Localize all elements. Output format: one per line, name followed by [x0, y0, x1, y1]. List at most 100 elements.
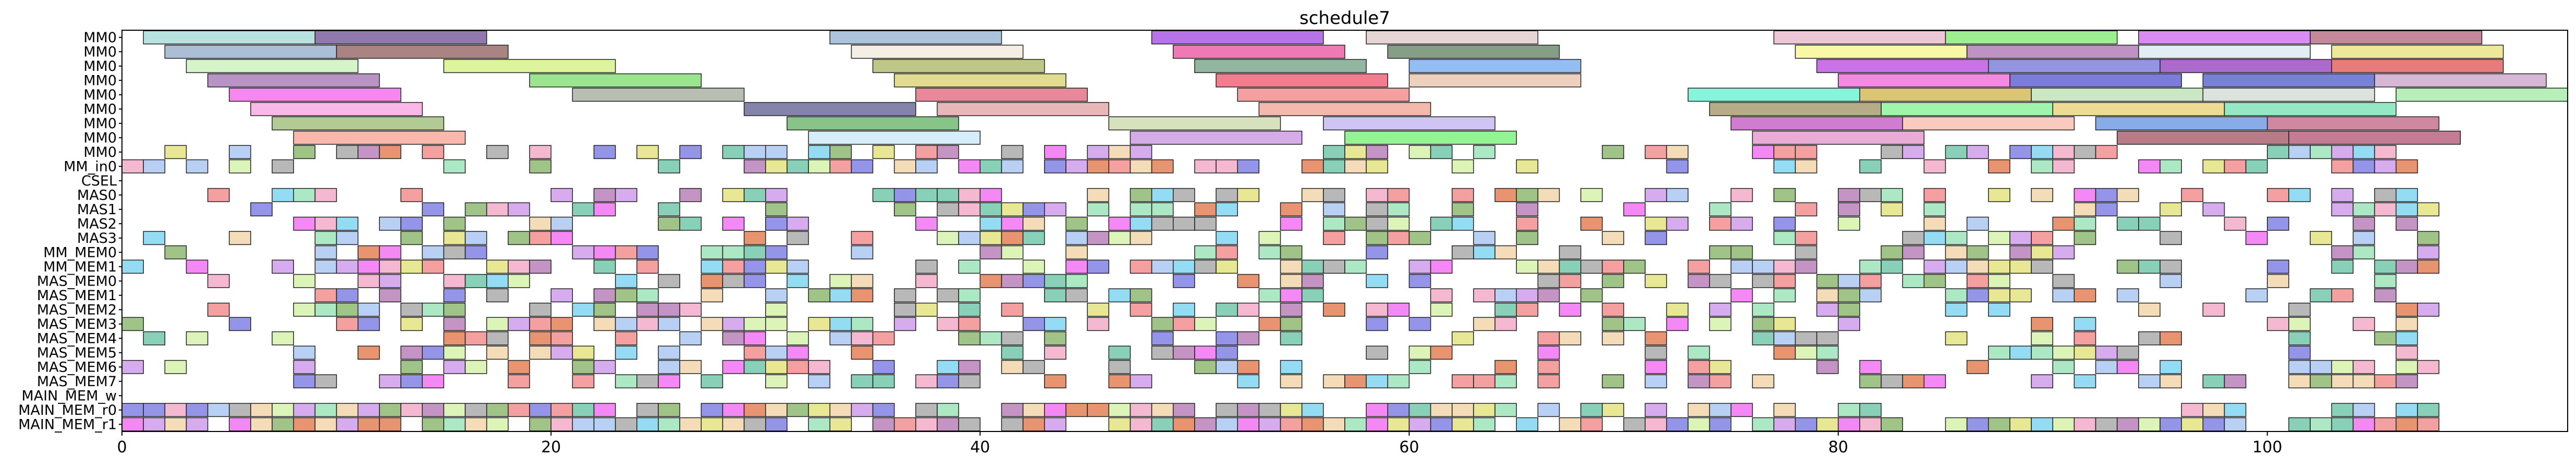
task-bar-r17-18	[508, 274, 530, 288]
task-bar-r15-27	[701, 245, 723, 260]
task-bar-r2-0	[186, 59, 359, 73]
task-bar-r21-26	[679, 331, 702, 345]
task-bar-r14-78	[1795, 231, 1818, 245]
task-bar-r18-93	[2116, 288, 2139, 303]
task-bar-r12-104	[2352, 202, 2375, 217]
task-bar-r2-4	[1408, 59, 1581, 73]
task-bar-r24-84	[1923, 374, 1946, 389]
task-bar-r14-44	[1065, 231, 1088, 245]
task-bar-r24-73	[1687, 374, 1710, 389]
task-bar-r21-39	[958, 331, 981, 345]
task-bar-r20-24	[636, 317, 659, 331]
row-label: MAS_MEM3	[37, 316, 117, 332]
task-bar-r9-94	[2138, 159, 2161, 174]
task-bar-r16-60	[1408, 260, 1431, 274]
task-bar-r19-47	[1130, 302, 1152, 317]
task-bar-r11-7	[272, 188, 295, 202]
task-bar-r19-51	[1216, 302, 1238, 317]
task-bar-r14-13	[400, 231, 423, 245]
task-bar-r17-69	[1602, 274, 1624, 288]
task-bar-r24-54	[1280, 374, 1303, 389]
task-bar-r16-51	[1216, 260, 1238, 274]
task-bar-r18-90	[2052, 288, 2075, 303]
task-bar-r24-37	[915, 374, 938, 389]
task-bar-r26-22	[593, 403, 616, 417]
row-label: MAS0	[77, 187, 117, 203]
task-bar-r24-101	[2288, 374, 2311, 389]
task-bar-r24-38	[937, 374, 959, 389]
task-bar-r13-19	[529, 216, 551, 231]
task-bar-r19-54	[1280, 302, 1303, 317]
task-bar-r27-5	[229, 417, 251, 431]
task-bar-r18-33	[829, 288, 852, 303]
task-bar-r27-91	[2074, 417, 2096, 431]
task-bar-r8-41	[1001, 145, 1024, 159]
task-bar-r22-88	[2009, 345, 2032, 360]
task-bar-r8-17	[486, 145, 509, 159]
task-bar-r27-81	[1859, 417, 1882, 431]
task-bar-r23-13	[400, 360, 423, 374]
task-bar-r3-3	[1216, 73, 1389, 88]
task-bar-r13-10	[336, 216, 359, 231]
task-bar-r24-105	[2374, 374, 2397, 389]
task-bar-r21-66	[1537, 331, 1560, 345]
task-bar-r22-11	[357, 345, 380, 360]
task-bar-r15-64	[1494, 245, 1517, 260]
task-bar-r16-10	[336, 260, 359, 274]
task-bar-r17-4	[207, 274, 230, 288]
task-bar-r11-68	[1580, 188, 1603, 202]
task-bar-r19-56	[1323, 302, 1345, 317]
task-bar-r20-70	[1623, 317, 1646, 331]
task-bar-r12-38	[937, 202, 959, 217]
task-bar-r11-47	[1130, 188, 1152, 202]
task-bar-r18-81	[1859, 288, 1882, 303]
task-bar-r12-30	[765, 202, 788, 217]
task-bar-r11-92	[2095, 188, 2118, 202]
task-bar-r21-31	[787, 331, 809, 345]
task-bar-r20-34	[851, 317, 874, 331]
task-bar-r14-1	[143, 231, 166, 245]
task-bar-r8-104	[2352, 145, 2375, 159]
task-bar-r8-28	[722, 145, 745, 159]
task-bar-r27-57	[1344, 417, 1367, 431]
task-bar-r14-59	[1387, 231, 1410, 245]
task-bar-r20-17	[486, 317, 509, 331]
task-bar-r27-11	[357, 417, 380, 431]
task-bar-r8-11	[357, 145, 380, 159]
task-bar-r22-49	[1172, 345, 1195, 360]
task-bar-r20-42	[1022, 317, 1045, 331]
task-bar-r26-61	[1430, 403, 1453, 417]
task-bar-r18-22	[593, 288, 616, 303]
task-bar-r24-89	[2031, 374, 2053, 389]
task-bar-r8-29	[743, 145, 766, 159]
task-bar-r18-91	[2074, 288, 2096, 303]
task-bar-r27-29	[743, 417, 766, 431]
task-bar-r22-19	[529, 345, 551, 360]
task-bar-r19-4	[207, 302, 230, 317]
task-bar-r27-68	[1580, 417, 1603, 431]
task-bar-r8-47	[1130, 145, 1152, 159]
task-bar-r16-88	[2009, 260, 2032, 274]
task-bar-r8-12	[379, 145, 401, 159]
task-bar-r22-87	[1988, 345, 2010, 360]
task-bar-r22-79	[1816, 345, 1839, 360]
task-bar-r16-0	[121, 260, 144, 274]
task-bar-r27-7	[272, 417, 295, 431]
task-bar-r16-42	[1022, 260, 1045, 274]
task-bar-r21-95	[2160, 331, 2182, 345]
task-bar-r27-48	[1151, 417, 1174, 431]
task-bar-r9-19	[529, 159, 551, 174]
task-bar-r15-24	[636, 245, 659, 260]
task-bar-r22-46	[1108, 345, 1131, 360]
task-bar-r20-30	[765, 317, 788, 331]
task-bar-r7-0	[293, 130, 466, 145]
task-bar-r21-62	[1452, 331, 1474, 345]
task-bar-r8-43	[1044, 145, 1066, 159]
task-bar-r16-77	[1773, 260, 1796, 274]
task-bar-r15-29	[743, 245, 766, 260]
task-bar-r22-73	[1687, 345, 1710, 360]
task-bar-r16-17	[486, 260, 509, 274]
task-bar-r21-67	[1559, 331, 1581, 345]
task-bar-r17-8	[293, 274, 316, 288]
row-label: MM0	[83, 101, 117, 117]
